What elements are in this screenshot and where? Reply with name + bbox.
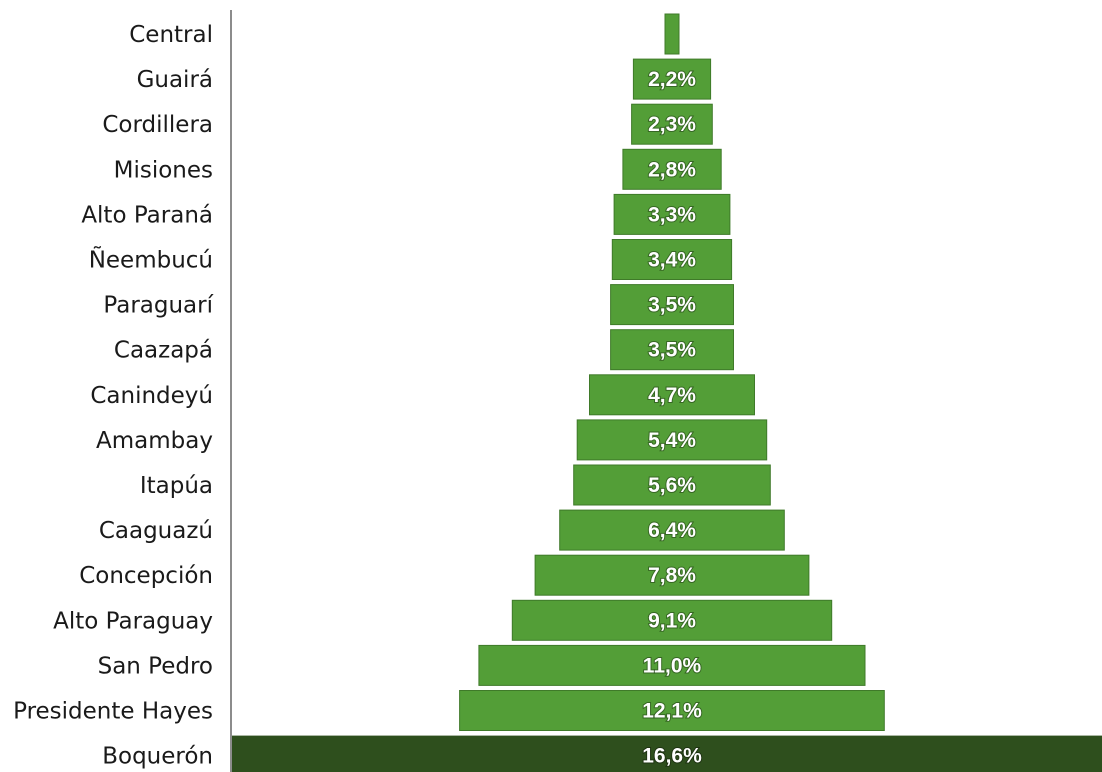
bar-caaguazú — [559, 509, 785, 551]
bar-concepción — [534, 554, 810, 596]
value-label: 3,3% — [648, 203, 696, 226]
bar-paraguarí — [610, 284, 734, 326]
value-label: 12,1% — [642, 700, 702, 723]
category-label: Alto Paraguay — [53, 608, 213, 634]
bar-itapúa — [573, 464, 771, 506]
bar-alto-paraguay — [511, 599, 833, 641]
bars-layer — [232, 13, 1102, 772]
category-label: Misiones — [114, 157, 213, 183]
value-label: 16,6% — [642, 745, 702, 768]
bar-canindeyú — [589, 374, 755, 416]
value-label: 2,2% — [648, 68, 696, 91]
category-label: Alto Paraná — [81, 202, 213, 228]
category-label: Canindeyú — [90, 383, 213, 409]
value-label: 5,6% — [648, 474, 696, 497]
value-label: 9,1% — [648, 609, 696, 632]
category-label: Paraguarí — [103, 293, 213, 319]
category-label: San Pedro — [98, 653, 213, 679]
category-label: Amambay — [96, 428, 213, 454]
value-label: 2,8% — [648, 158, 696, 181]
bar-caazapá — [610, 329, 734, 371]
category-label: Presidente Hayes — [13, 699, 213, 725]
category-label: Caazapá — [114, 338, 213, 364]
value-label: 7,8% — [648, 564, 696, 587]
value-label: 11,0% — [643, 654, 702, 677]
value-label: 3,5% — [648, 294, 696, 317]
value-label: 3,4% — [648, 249, 696, 272]
category-labels: Central Guairá Cordillera Misiones Alto Para… — [13, 22, 213, 770]
category-label: Caaguazú — [99, 518, 213, 544]
value-label: 5,4% — [648, 429, 696, 452]
bar-ñeembucú — [611, 239, 733, 280]
category-label: Ñeembucú — [89, 246, 213, 274]
category-label: Guairá — [137, 67, 213, 93]
bar-presidente-hayes — [459, 690, 885, 731]
bar-alto-paraná — [613, 193, 731, 235]
bar-boquerón — [232, 735, 1102, 772]
bar-amambay — [576, 419, 768, 461]
bar-guairá — [632, 58, 712, 100]
value-label: 4,7% — [648, 384, 696, 407]
bar-cordillera — [631, 103, 713, 145]
value-label: 2,3% — [648, 113, 696, 136]
category-label: Central — [129, 22, 213, 48]
bar-central — [664, 13, 680, 55]
value-label: 6,4% — [648, 519, 696, 542]
category-label: Boquerón — [102, 744, 213, 770]
category-label: Cordillera — [102, 112, 213, 138]
category-label: Itapúa — [140, 473, 213, 499]
value-labels: 2,2% 2,3% 2,8% 3,3% 3,4% 3,5% 3,5% 4,7% 5,4% 5,6%… — [641, 67, 703, 768]
bar-misiones — [622, 148, 722, 190]
category-label: Concepción — [79, 563, 213, 589]
bar-san-pedro — [478, 644, 866, 686]
value-label: 3,5% — [648, 339, 696, 362]
